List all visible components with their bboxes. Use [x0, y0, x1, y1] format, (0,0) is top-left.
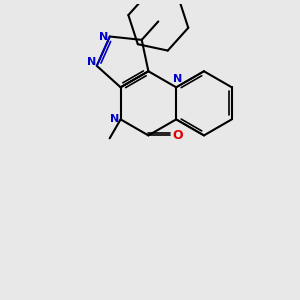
Text: N: N — [87, 57, 96, 67]
Text: N: N — [110, 114, 119, 124]
Text: N: N — [173, 74, 182, 84]
Text: O: O — [172, 129, 183, 142]
Text: N: N — [99, 32, 109, 41]
